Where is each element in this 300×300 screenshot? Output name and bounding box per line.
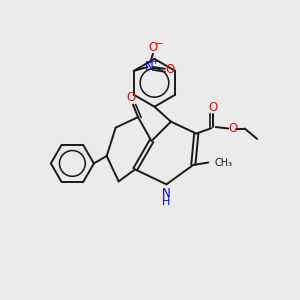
Text: CH₃: CH₃ xyxy=(215,158,233,167)
Text: N: N xyxy=(145,60,154,73)
Text: N: N xyxy=(162,188,171,200)
Text: O: O xyxy=(148,41,158,54)
Text: +: + xyxy=(151,57,158,66)
Text: O: O xyxy=(166,63,175,76)
Text: O: O xyxy=(228,122,237,135)
Text: −: − xyxy=(155,39,164,49)
Text: H: H xyxy=(162,197,171,207)
Text: O: O xyxy=(208,101,217,114)
Text: O: O xyxy=(127,91,136,103)
